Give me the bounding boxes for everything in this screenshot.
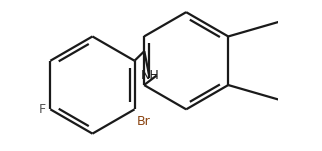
Text: NH: NH — [141, 69, 160, 82]
Text: Br: Br — [136, 115, 150, 128]
Text: F: F — [39, 103, 46, 116]
